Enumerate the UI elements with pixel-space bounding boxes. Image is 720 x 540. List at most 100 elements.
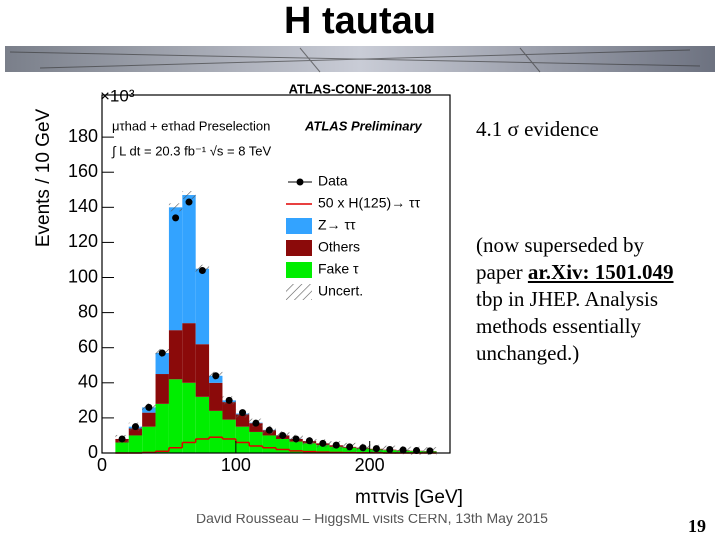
data-point <box>239 409 247 417</box>
histogram-bar <box>329 446 343 453</box>
histogram-bar <box>155 352 169 375</box>
histogram-bar <box>209 410 223 453</box>
data-point <box>346 443 354 451</box>
data-point <box>131 423 139 431</box>
y-tick-label: 160 <box>68 161 98 181</box>
note-line: paper ar.Xiv: 1501.049 <box>476 259 674 286</box>
y-tick-label: 100 <box>68 266 98 286</box>
note-text: paper <box>476 260 523 284</box>
x-axis-label: mττvis [GeV] <box>355 487 463 508</box>
lumi-label: ∫ L dt = 20.3 fb⁻¹ √s = 8 TeV <box>111 143 272 158</box>
note-line: unchanged.) <box>476 341 580 365</box>
x-tick-label: 0 <box>97 455 107 475</box>
y-tick-label: 40 <box>78 372 98 392</box>
histogram-bar <box>316 445 330 453</box>
histogram-bar <box>168 207 183 331</box>
data-point <box>118 435 126 443</box>
y-tick-label: 80 <box>78 301 98 321</box>
data-point <box>172 214 180 222</box>
legend-label: Uncert. <box>318 283 363 299</box>
y-axis-label: Events / 10 GeV <box>33 108 54 247</box>
legend-label: Fake τ <box>318 261 359 277</box>
slide-title: H tautau <box>284 0 436 42</box>
banner-detail <box>9 47 701 73</box>
data-point <box>359 444 367 452</box>
data-point <box>212 372 220 380</box>
histogram-bar <box>168 330 183 380</box>
y-tick-label: 120 <box>68 231 98 251</box>
y-tick-label: 0 <box>88 442 98 462</box>
histogram-bar <box>182 323 196 383</box>
histogram-bar <box>155 374 169 404</box>
histogram-bar <box>182 382 196 453</box>
data-point <box>413 447 421 455</box>
histogram-bar <box>168 379 183 453</box>
uncertainty-band <box>168 203 183 212</box>
plot-frame <box>101 94 451 454</box>
histogram-bar <box>128 428 143 436</box>
histogram-bar <box>276 438 290 453</box>
legend-swatch <box>286 240 312 256</box>
histogram-bar <box>195 344 210 397</box>
y-multiplier: ×10³ <box>100 86 135 105</box>
histogram-bar <box>115 442 129 453</box>
legend-swatch <box>286 262 312 278</box>
data-point <box>252 419 260 427</box>
histogram-bar <box>128 435 143 453</box>
legend-marker <box>296 178 304 186</box>
histogram-bar <box>249 423 263 432</box>
y-tick-label: 20 <box>78 407 98 427</box>
y-tick-label: 60 <box>78 336 98 356</box>
note-line: (now superseded by <box>476 233 644 257</box>
plot: 0 20 40 60 80 100 120 140 160 180 0 100 200 <box>68 94 451 475</box>
note-line: tbp in JHEP. Analysis <box>476 287 659 311</box>
legend: Data 50 x H(125)→ ττ Z→ ττ Others Fake τ Unce… <box>286 173 421 300</box>
x-tick-label: 200 <box>355 455 385 475</box>
paper-link[interactable]: ar.Xiv: 1501.049 <box>527 260 674 284</box>
note: (now superseded by paper ar.Xiv: 1501.04… <box>476 232 674 367</box>
legend-label: 50 x H(125)→ ττ <box>318 195 421 211</box>
histogram-bar <box>289 441 303 453</box>
legend-swatch <box>286 284 312 300</box>
data-point <box>279 431 287 439</box>
histogram-bar <box>195 396 210 453</box>
x-tick-label: 100 <box>221 455 251 475</box>
data-point <box>332 441 340 449</box>
chart-reference: ATLAS-CONF-2013-108 <box>289 81 432 96</box>
data-point <box>292 435 300 443</box>
data-point <box>265 426 273 434</box>
histogram-bar <box>302 443 317 453</box>
histogram-bar <box>235 426 250 453</box>
legend-swatch <box>286 218 312 234</box>
histogram-bar <box>142 426 156 453</box>
evidence-text: 4.1 σ evidence <box>476 117 599 141</box>
histogram-bar <box>222 402 236 420</box>
page-number: 19 <box>688 516 706 536</box>
legend-label: Others <box>318 239 360 255</box>
uncertainty-band <box>182 191 196 200</box>
histogram-bar <box>195 268 210 345</box>
histogram-bar <box>262 435 276 453</box>
histogram-bar <box>155 403 169 453</box>
y-tick-label: 140 <box>68 196 98 216</box>
data-point <box>145 403 153 411</box>
histogram-bar <box>182 195 196 324</box>
data-point <box>225 396 233 404</box>
data-point <box>185 198 193 206</box>
data-point <box>305 437 313 445</box>
data-point <box>319 439 327 447</box>
histogram-bar <box>142 412 156 427</box>
data-point <box>399 446 407 454</box>
atlas-label: ATLAS Preliminary <box>304 118 423 133</box>
y-tick-label: 180 <box>68 126 98 146</box>
data-point <box>198 266 206 274</box>
note-line: methods essentially <box>476 314 642 338</box>
histogram-bar <box>222 419 236 453</box>
legend-label: Data <box>318 173 348 189</box>
data-point <box>158 349 166 357</box>
histogram-bar <box>209 382 223 411</box>
legend-label: Z→ ττ <box>318 217 356 233</box>
data-point <box>372 445 380 453</box>
